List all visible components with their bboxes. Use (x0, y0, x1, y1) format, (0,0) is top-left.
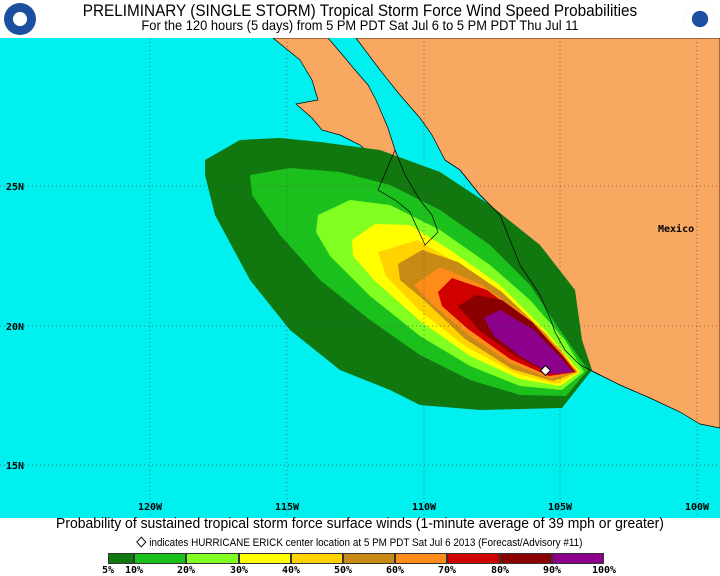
legend-label: 40% (281, 565, 301, 576)
lat-label: 20N (6, 322, 24, 333)
legend-label: 100% (591, 565, 617, 576)
page-title: PRELIMINARY (SINGLE STORM) Tropical Stor… (82, 1, 638, 20)
legend-swatch (447, 553, 500, 564)
coast-overlay-line (377, 149, 439, 246)
legend-swatch (395, 553, 447, 564)
noaa-logo (4, 3, 36, 35)
marker-note: indicates HURRICANE ERICK center locatio… (36, 536, 684, 549)
country-label: Mexico (658, 223, 694, 235)
storm-center-diamond-icon (539, 364, 552, 377)
legend-label: 80% (490, 565, 510, 576)
legend-swatch (108, 553, 134, 564)
legend-swatch (239, 553, 291, 564)
lat-label: 25N (6, 182, 24, 193)
legend-label: 90% (542, 565, 562, 576)
legend-label: 50% (333, 565, 353, 576)
lon-label: 100W (685, 502, 710, 513)
probability-contour-90pct (484, 310, 573, 374)
marker-note-text: indicates HURRICANE ERICK center locatio… (149, 537, 583, 549)
lon-label: 105W (548, 502, 573, 513)
nws-logo (684, 3, 716, 35)
legend-label: 5% (101, 565, 115, 576)
diamond-icon (136, 536, 147, 548)
lat-label: 15N (6, 461, 24, 472)
legend-label: 30% (229, 565, 249, 576)
legend-label: 60% (385, 565, 405, 576)
legend-swatch (186, 553, 239, 564)
legend-swatch (134, 553, 186, 564)
legend-swatch (343, 553, 395, 564)
coast-overlay-line (444, 159, 601, 376)
legend-swatch (500, 553, 552, 564)
lon-label: 115W (275, 502, 300, 513)
page-subtitle: For the 120 hours (5 days) from 5 PM PDT… (141, 17, 579, 33)
legend-label: 10% (124, 565, 144, 576)
legend-label: 20% (176, 565, 196, 576)
legend-swatch (552, 553, 604, 564)
lon-label: 110W (412, 502, 437, 513)
map-description: Probability of sustained tropical storm … (56, 515, 664, 532)
legend-label: 70% (437, 565, 457, 576)
lon-label: 120W (138, 502, 163, 513)
legend-swatch (291, 553, 343, 564)
probability-map: 25N 20N 15N 120W 115W 110W 105W 100W Mex… (0, 38, 720, 518)
